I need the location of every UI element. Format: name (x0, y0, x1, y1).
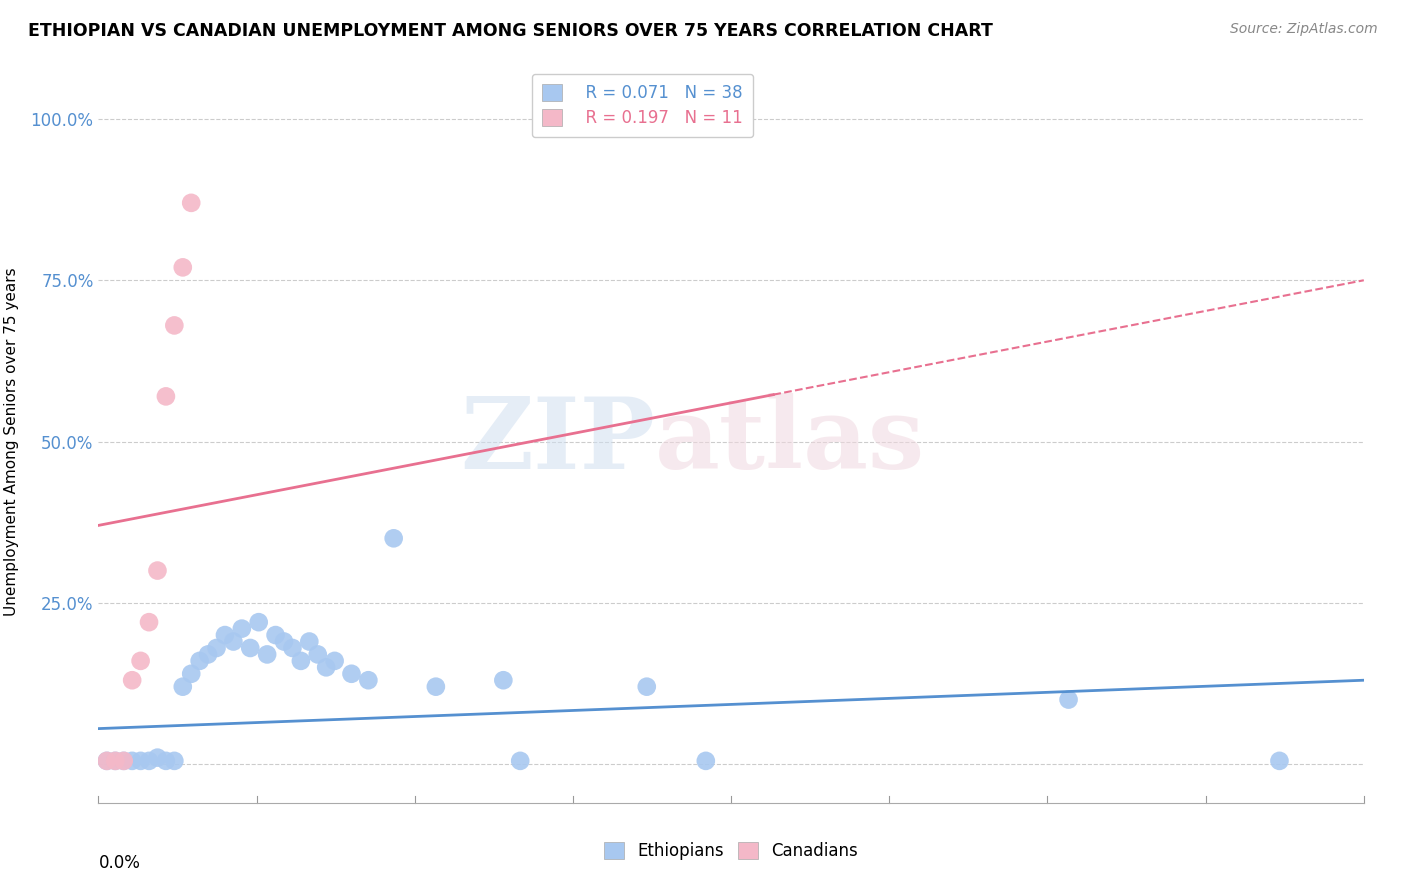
Point (121, 754, 143, 768)
Point (96, 754, 118, 768)
Point (112, 754, 135, 768)
Point (205, 640, 228, 655)
Point (197, 648, 219, 662)
Point (264, 628, 287, 642)
Point (281, 640, 304, 655)
Point (146, 750, 169, 764)
Point (104, 754, 127, 768)
Text: 0.0%: 0.0% (98, 854, 141, 871)
Point (509, 754, 531, 768)
Point (180, 666, 202, 681)
Point (1268, 754, 1291, 768)
Point (382, 531, 405, 545)
Point (298, 634, 321, 648)
Point (239, 640, 262, 655)
Point (121, 673, 143, 688)
Text: Source: ZipAtlas.com: Source: ZipAtlas.com (1230, 22, 1378, 37)
Point (290, 654, 312, 668)
Text: ZIP: ZIP (460, 393, 655, 490)
Point (636, 680, 658, 694)
Point (146, 564, 169, 578)
Point (96, 754, 118, 768)
Point (1057, 692, 1080, 706)
Point (492, 673, 515, 688)
Point (247, 615, 270, 630)
Point (163, 754, 186, 768)
Point (172, 260, 194, 275)
Point (104, 754, 127, 768)
Point (695, 754, 717, 768)
Point (357, 673, 380, 688)
Text: atlas: atlas (655, 393, 925, 490)
Point (273, 634, 295, 648)
Point (138, 754, 160, 768)
Point (231, 622, 253, 636)
Text: ETHIOPIAN VS CANADIAN UNEMPLOYMENT AMONG SENIORS OVER 75 YEARS CORRELATION CHART: ETHIOPIAN VS CANADIAN UNEMPLOYMENT AMONG… (28, 22, 993, 40)
Point (323, 654, 346, 668)
Point (180, 195, 202, 210)
Point (256, 648, 278, 662)
Point (138, 615, 160, 630)
Point (188, 654, 211, 668)
Point (129, 654, 152, 668)
Point (112, 754, 135, 768)
Point (425, 680, 447, 694)
Point (129, 754, 152, 768)
Point (163, 318, 186, 333)
Point (172, 680, 194, 694)
Point (315, 660, 337, 674)
Point (340, 666, 363, 681)
Point (155, 754, 177, 768)
Point (155, 389, 177, 403)
Legend: Ethiopians, Canadians: Ethiopians, Canadians (598, 835, 865, 867)
Point (222, 634, 245, 648)
Point (214, 628, 236, 642)
Point (307, 648, 329, 662)
Y-axis label: Unemployment Among Seniors over 75 years: Unemployment Among Seniors over 75 years (4, 268, 20, 615)
